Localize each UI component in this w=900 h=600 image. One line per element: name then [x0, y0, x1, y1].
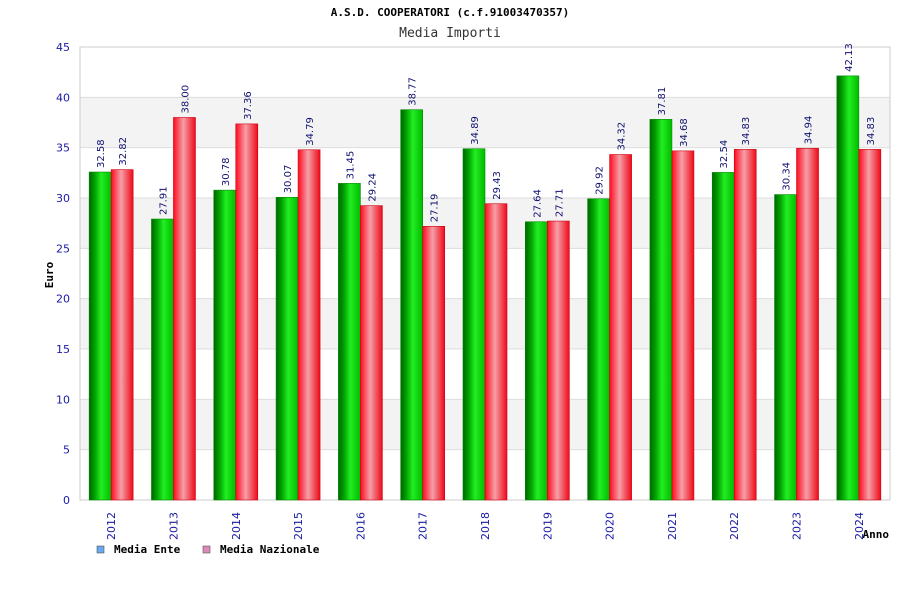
x-tick-label: 2014 — [230, 512, 243, 540]
bar-media-nazionale-2013 — [173, 117, 196, 501]
x-tick-label: 2023 — [791, 512, 804, 540]
data-label: 38.77 — [408, 77, 419, 106]
data-label: 27.91 — [158, 186, 169, 215]
y-tick-label: 15 — [56, 343, 70, 356]
bar-media-nazionale-2016 — [360, 205, 383, 501]
data-label: 34.83 — [741, 117, 752, 146]
data-label: 42.13 — [844, 43, 855, 72]
bar-media-ente-2012 — [88, 171, 112, 501]
legend-swatch-media-nazionale — [202, 545, 211, 554]
x-tick-label: 2017 — [417, 512, 430, 540]
bar-media-ente-2019 — [525, 221, 548, 501]
y-tick-label: 20 — [56, 293, 70, 306]
bar-media-ente-2018 — [462, 148, 486, 501]
bar-media-ente-2017 — [400, 109, 423, 501]
y-tick-label: 40 — [56, 91, 70, 104]
chart-title: A.S.D. COOPERATORI (c.f.91003470357) — [331, 6, 569, 19]
y-axis-ticks: 0 5 10 15 20 25 30 35 40 45 — [56, 41, 70, 507]
bar-media-nazionale-2017 — [422, 225, 445, 501]
bar-media-ente-2023 — [774, 194, 797, 501]
y-tick-label: 45 — [56, 41, 70, 54]
data-label: 38.00 — [180, 85, 191, 114]
x-axis-ticks: 2012 2013 2014 2015 2016 2017 2018 2019 2020 2021… — [105, 512, 866, 540]
plot-band — [80, 47, 890, 98]
bar-media-ente-2016 — [338, 183, 361, 501]
y-tick-label: 5 — [63, 444, 70, 457]
y-tick-label: 35 — [56, 142, 70, 155]
legend: Media Ente Media Nazionale — [96, 543, 320, 556]
x-tick-label: 2024 — [853, 512, 866, 540]
bar-media-ente-2013 — [151, 218, 174, 501]
x-tick-label: 2018 — [479, 512, 492, 540]
bar-media-nazionale-2023 — [796, 147, 819, 501]
data-label: 34.79 — [305, 117, 316, 146]
data-label: 37.81 — [657, 87, 668, 116]
data-label: 27.64 — [532, 189, 543, 218]
bar-media-nazionale-2019 — [547, 220, 570, 501]
data-label: 30.78 — [221, 158, 232, 187]
y-tick-label: 10 — [56, 393, 70, 406]
data-labels: 32.58 32.82 27.91 38.00 30.78 37.36 30.07 34.79… — [96, 43, 877, 222]
bar-media-nazionale-2015 — [297, 149, 321, 501]
x-tick-label: 2019 — [541, 512, 554, 540]
data-label: 32.58 — [96, 139, 107, 168]
x-axis-label: Anno — [863, 528, 890, 541]
data-label: 30.34 — [782, 162, 793, 191]
bar-media-ente-2021 — [649, 119, 673, 501]
x-tick-label: 2020 — [604, 512, 617, 540]
data-label: 34.94 — [804, 116, 815, 145]
y-tick-label: 25 — [56, 242, 70, 255]
x-tick-label: 2015 — [292, 512, 305, 540]
bar-media-ente-2024 — [836, 75, 860, 501]
data-label: 32.54 — [719, 140, 730, 169]
bar-media-ente-2020 — [587, 198, 610, 501]
data-label: 34.32 — [617, 122, 628, 151]
data-label: 27.19 — [430, 194, 441, 223]
y-tick-label: 0 — [63, 494, 70, 507]
data-label: 34.83 — [866, 117, 877, 146]
bar-media-nazionale-2014 — [235, 123, 259, 501]
bar-media-ente-2015 — [275, 196, 299, 501]
plot-band — [80, 97, 890, 148]
data-label: 29.43 — [492, 171, 503, 200]
data-label: 32.82 — [118, 137, 129, 166]
x-tick-label: 2022 — [728, 512, 741, 540]
data-label: 27.71 — [554, 188, 565, 217]
data-label: 31.45 — [345, 151, 356, 180]
bar-media-nazionale-2021 — [671, 150, 695, 501]
chart-subtitle: Media Importi — [399, 26, 501, 41]
data-label: 29.24 — [367, 173, 378, 202]
legend-swatch-media-ente — [96, 545, 105, 554]
bar-media-nazionale-2018 — [484, 203, 508, 501]
bar-media-nazionale-2022 — [733, 149, 757, 501]
y-tick-label: 30 — [56, 192, 70, 205]
bar-media-nazionale-2020 — [609, 154, 632, 501]
data-label: 29.92 — [595, 166, 606, 195]
x-tick-label: 2016 — [354, 512, 367, 540]
x-tick-label: 2012 — [105, 512, 118, 540]
y-axis-label: Euro — [43, 261, 56, 288]
x-tick-label: 2021 — [666, 512, 679, 540]
x-tick-label: 2013 — [167, 512, 180, 540]
data-label: 34.68 — [679, 118, 690, 147]
bars — [88, 75, 882, 501]
bar-media-ente-2014 — [213, 189, 237, 501]
bar-media-nazionale-2012 — [110, 169, 134, 501]
data-label: 34.89 — [470, 116, 481, 145]
legend-label-media-ente: Media Ente — [114, 543, 181, 556]
bar-media-ente-2022 — [711, 172, 735, 501]
bar-media-nazionale-2024 — [858, 149, 882, 501]
data-label: 37.36 — [243, 91, 254, 120]
legend-label-media-nazionale: Media Nazionale — [220, 543, 320, 556]
data-label: 30.07 — [283, 165, 294, 194]
